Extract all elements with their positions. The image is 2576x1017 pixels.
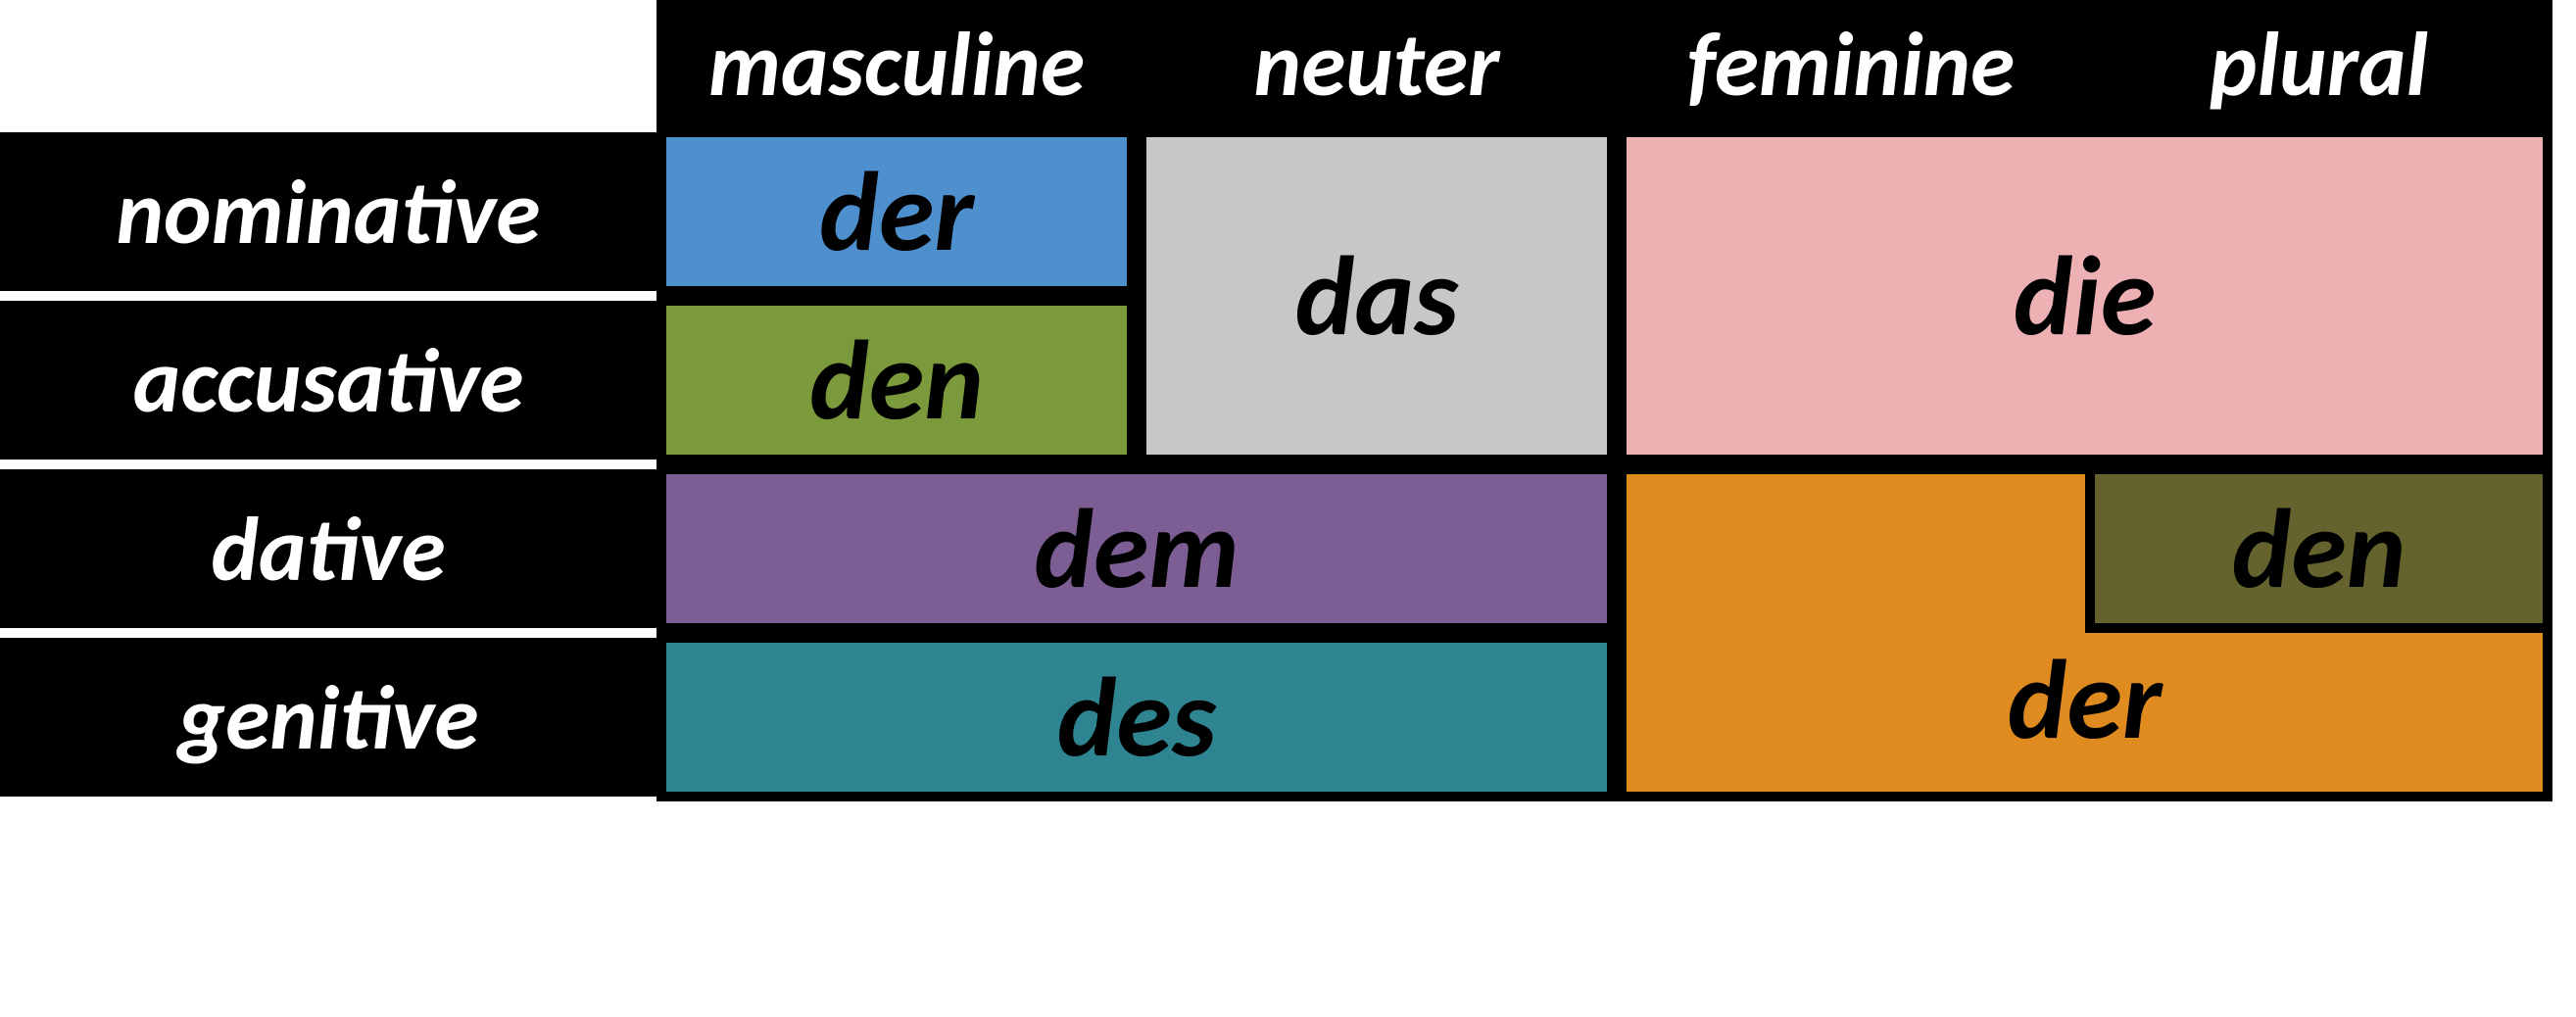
col-header-plural: plural: [2085, 0, 2552, 127]
col-header-neuter: neuter: [1137, 0, 1617, 127]
cell-den-acc: den: [656, 296, 1137, 464]
row-header-nominative: nominative: [0, 132, 656, 291]
cell-des: des: [656, 633, 1617, 801]
row-header-dative: dative: [0, 469, 656, 628]
cell-das: das: [1137, 127, 1617, 464]
cell-den-pl: den: [2085, 464, 2552, 633]
cell-die: die: [1617, 127, 2552, 464]
cell-der-masc: der: [656, 127, 1137, 296]
col-header-masculine: masculine: [656, 0, 1137, 127]
cell-dem: dem: [656, 464, 1617, 633]
row-header-accusative: accusative: [0, 301, 656, 460]
row-header-genitive: genitive: [0, 638, 656, 797]
col-header-feminine: feminine: [1617, 0, 2085, 127]
